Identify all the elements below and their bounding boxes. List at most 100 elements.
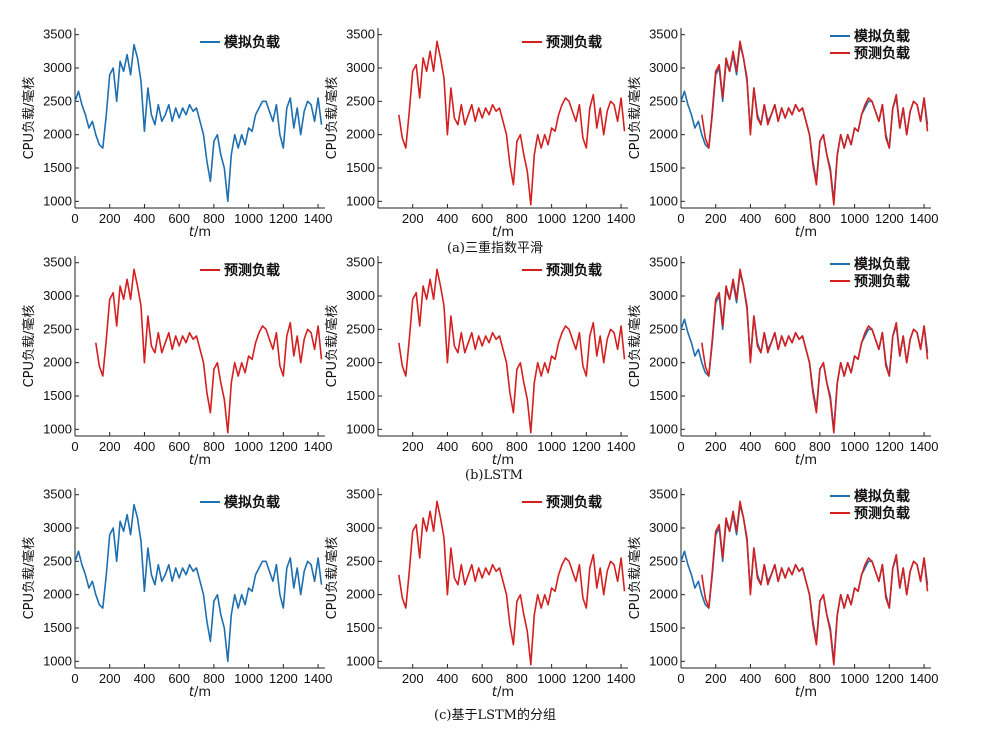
x-tick-label: 600 (471, 439, 493, 454)
y-tick-label: 3500 (43, 255, 72, 270)
y-tick-label: 1000 (649, 421, 678, 436)
legend-label-predicted: 预测负载 (854, 273, 910, 290)
x-tick-label: 0 (677, 439, 684, 454)
x-tick-label: 800 (506, 671, 528, 686)
x-tick-label: 1200 (269, 439, 298, 454)
y-tick-label: 2500 (43, 321, 72, 336)
y-tick-label: 2000 (346, 127, 375, 142)
x-tick-label: 0 (677, 211, 684, 226)
y-tick-label: 1000 (649, 653, 678, 668)
y-axis-label: CPU负载/毫核 (21, 537, 37, 620)
x-tick-label: 1400 (910, 439, 939, 454)
x-tick-label: 1000 (234, 671, 263, 686)
y-tick-label: 2000 (649, 127, 678, 142)
x-tick-label: 0 (71, 439, 78, 454)
x-tick-label: 200 (402, 211, 424, 226)
x-tick-label: 1200 (572, 439, 601, 454)
y-tick-label: 1000 (346, 653, 375, 668)
y-tick-label: 3500 (649, 487, 678, 502)
series-line-predicted (398, 268, 626, 434)
chart-panel-8: 1000 1500 2000 2500 3000 3500 0 200 400 600 800 100… (627, 487, 939, 700)
chart-panel-7: 1000 1500 2000 2500 3000 3500 200 400 600 800 1000… (324, 487, 636, 700)
x-axis-label: t/m (492, 453, 514, 468)
y-tick-label: 3500 (43, 487, 72, 502)
x-tick-label: 600 (471, 211, 493, 226)
x-tick-label: 400 (134, 439, 156, 454)
legend-label-predicted: 预测负载 (854, 505, 910, 522)
legend-label-simulated: 模拟负载 (224, 494, 280, 511)
x-tick-label: 1200 (269, 671, 298, 686)
x-tick-label: 600 (471, 671, 493, 686)
y-tick-label: 2000 (649, 587, 678, 602)
x-tick-label: 1000 (234, 211, 263, 226)
y-tick-label: 3500 (346, 27, 375, 42)
y-tick-label: 1500 (43, 160, 72, 175)
y-tick-label: 3000 (43, 60, 72, 75)
y-tick-label: 3500 (649, 255, 678, 270)
chart-panel-4: 1000 1500 2000 2500 3000 3500 200 400 600 800 1000… (324, 255, 636, 468)
x-axis-label: t/m (189, 225, 211, 240)
y-axis-label: CPU负载/毫核 (21, 77, 37, 160)
x-tick-label: 1200 (875, 211, 904, 226)
chart-panel-6: 1000 1500 2000 2500 3000 3500 0 200 400 600 800 100… (21, 487, 333, 700)
legend-label-predicted: 预测负载 (546, 262, 602, 279)
legend-label-predicted: 预测负载 (546, 34, 602, 51)
y-tick-label: 2000 (346, 587, 375, 602)
x-tick-label: 400 (437, 439, 459, 454)
x-tick-label: 1400 (304, 439, 333, 454)
x-tick-label: 1200 (572, 671, 601, 686)
series-line-predicted (701, 500, 929, 666)
x-tick-label: 800 (809, 671, 831, 686)
y-tick-label: 3500 (346, 255, 375, 270)
y-tick-label: 2000 (43, 355, 72, 370)
x-tick-label: 0 (677, 671, 684, 686)
caption-b: (b)LSTM (465, 468, 523, 483)
x-tick-label: 200 (99, 671, 121, 686)
y-tick-label: 1500 (346, 160, 375, 175)
x-tick-label: 800 (506, 211, 528, 226)
y-tick-label: 2000 (346, 355, 375, 370)
y-tick-label: 2000 (43, 587, 72, 602)
y-tick-label: 3000 (649, 520, 678, 535)
y-tick-label: 3500 (346, 487, 375, 502)
y-tick-label: 2500 (649, 321, 678, 336)
series-line-predicted (701, 268, 929, 434)
y-tick-label: 1000 (346, 193, 375, 208)
x-tick-label: 200 (705, 671, 727, 686)
x-tick-label: 0 (71, 671, 78, 686)
x-tick-label: 1200 (875, 439, 904, 454)
series-line-simulated (74, 43, 323, 203)
x-tick-label: 200 (99, 439, 121, 454)
x-tick-label: 1400 (910, 211, 939, 226)
x-tick-label: 1000 (840, 439, 869, 454)
y-tick-label: 1000 (43, 653, 72, 668)
legend-label-predicted: 预测负载 (854, 45, 910, 62)
y-tick-label: 1500 (346, 388, 375, 403)
chart-panel-2: 1000 1500 2000 2500 3000 3500 0 200 400 600 800 100… (627, 27, 939, 240)
y-tick-label: 1500 (43, 620, 72, 635)
x-tick-label: 200 (705, 439, 727, 454)
legend-label-predicted: 预测负载 (546, 494, 602, 511)
x-tick-label: 800 (809, 439, 831, 454)
series-line-predicted (398, 40, 626, 206)
x-tick-label: 200 (99, 211, 121, 226)
x-tick-label: 1200 (572, 211, 601, 226)
x-tick-label: 1200 (269, 211, 298, 226)
x-tick-label: 400 (740, 439, 762, 454)
y-tick-label: 2500 (346, 93, 375, 108)
chart-panel-5: 1000 1500 2000 2500 3000 3500 0 200 400 600 800 100… (627, 255, 939, 468)
legend-label-predicted: 预测负载 (224, 262, 280, 279)
x-tick-label: 800 (203, 671, 225, 686)
y-tick-label: 3000 (346, 288, 375, 303)
y-axis-label: CPU负载/毫核 (324, 77, 340, 160)
y-tick-label: 3000 (43, 520, 72, 535)
y-tick-label: 2500 (649, 93, 678, 108)
x-tick-label: 600 (774, 439, 796, 454)
y-tick-label: 3500 (649, 27, 678, 42)
x-tick-label: 1400 (607, 671, 636, 686)
legend-label-simulated: 模拟负载 (224, 34, 280, 51)
legend-label-simulated: 模拟负载 (854, 256, 910, 273)
y-tick-label: 1000 (649, 193, 678, 208)
x-tick-label: 200 (402, 439, 424, 454)
